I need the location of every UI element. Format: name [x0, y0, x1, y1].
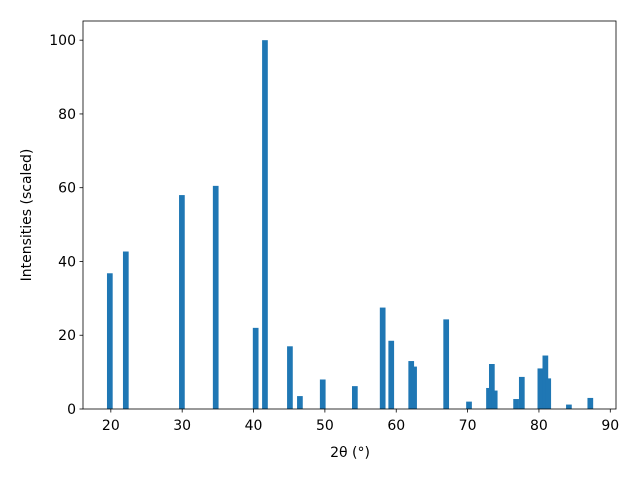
x-tick-label: 40 [245, 418, 263, 434]
bar [486, 387, 492, 409]
bar [212, 185, 219, 409]
x-tick-label: 60 [387, 418, 405, 434]
x-tick-label: 80 [530, 418, 548, 434]
bar [287, 346, 293, 409]
bar [518, 376, 525, 409]
bar [379, 307, 386, 409]
x-tick-label: 70 [459, 418, 477, 434]
bar [491, 390, 498, 409]
bar [545, 378, 552, 409]
x-tick-label: 50 [316, 418, 334, 434]
bar [537, 368, 544, 409]
bar [122, 251, 129, 409]
bar [351, 386, 358, 409]
bar [411, 366, 417, 409]
bar [443, 319, 450, 409]
bar [513, 399, 519, 409]
y-axis-label: Intensities (scaled) [19, 149, 35, 282]
bar [297, 396, 303, 409]
x-tick-label: 20 [102, 418, 120, 434]
x-tick-label: 30 [173, 418, 191, 434]
bar [388, 340, 395, 409]
bar [252, 327, 259, 409]
bar [106, 273, 113, 409]
x-tick-label: 90 [601, 418, 619, 434]
bar [488, 364, 495, 409]
y-tick-label: 40 [58, 254, 76, 270]
y-tick-label: 80 [58, 107, 76, 123]
y-tick-label: 100 [49, 33, 76, 49]
bar [319, 379, 326, 409]
y-tick-label: 60 [58, 181, 76, 197]
y-tick-label: 20 [58, 328, 76, 344]
plot-frame [82, 20, 617, 410]
bar [587, 397, 594, 409]
y-tick-label: 0 [67, 402, 76, 418]
x-axis-label: 2θ (°) [330, 445, 370, 461]
bar [179, 195, 185, 409]
bar [466, 401, 472, 409]
bar [262, 40, 268, 409]
bar [566, 404, 572, 409]
